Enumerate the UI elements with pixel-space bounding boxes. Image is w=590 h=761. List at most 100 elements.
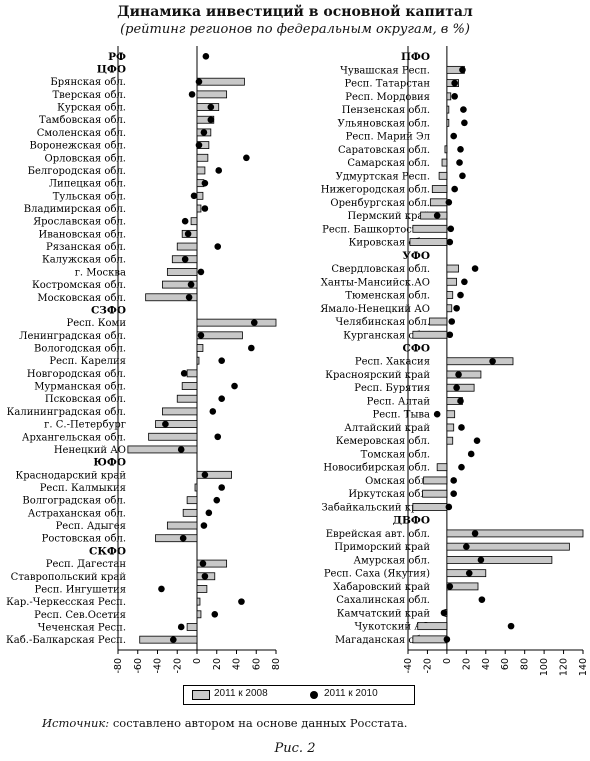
dot-2011-vs-2010 xyxy=(197,332,205,339)
x-tick-label: 20 xyxy=(212,658,223,670)
region-label: Чеченская Респ. xyxy=(38,622,126,633)
chart-legend: 2011 к 2008 2011 к 2010 xyxy=(183,685,415,705)
district-header: ЦФО xyxy=(97,64,126,76)
x-tick-label: 140 xyxy=(578,658,589,676)
dot-2011-vs-2010 xyxy=(181,217,189,225)
dot-2011-vs-2010 xyxy=(440,609,448,617)
dot-2011-vs-2010 xyxy=(471,530,479,537)
bar-2011-vs-2008 xyxy=(446,105,450,114)
dot-2011-vs-2010 xyxy=(199,560,207,567)
bar-2011-vs-2008 xyxy=(446,529,584,538)
dot-2011-vs-2010 xyxy=(243,154,250,162)
dot-2011-vs-2010 xyxy=(489,357,496,365)
dot-2011-vs-2010 xyxy=(457,146,464,153)
dot-2011-vs-2010 xyxy=(456,159,463,166)
bar-2011-vs-2008 xyxy=(196,559,228,568)
bar-2011-vs-2008 xyxy=(127,445,198,454)
region-label: Кар.-Черкесская Респ. xyxy=(6,597,126,608)
dot-2011-vs-2010 xyxy=(457,291,464,299)
dot-2011-vs-2010 xyxy=(459,66,466,74)
region-label: Респ. Бурятия xyxy=(354,383,430,394)
district-header: СЗФО xyxy=(91,304,126,316)
dot-2011-vs-2010 xyxy=(200,522,208,529)
dot-2011-vs-2010 xyxy=(162,420,169,428)
dot-2011-vs-2010 xyxy=(248,344,255,352)
region-label: Респ. Адыгея xyxy=(56,521,126,532)
region-label: Омская обл. xyxy=(365,476,430,487)
bar-2011-vs-2008 xyxy=(417,622,448,631)
dot-2011-vs-2010 xyxy=(209,408,217,415)
dot-2011-vs-2010 xyxy=(190,192,198,200)
region-label: Челябинская обл. xyxy=(335,317,430,328)
district-header: РФ xyxy=(108,51,126,63)
region-label: Тверская обл. xyxy=(53,90,127,101)
x-tick-label: 0 xyxy=(192,658,203,664)
dot-2011-vs-2010 xyxy=(453,384,460,392)
region-label: Калининградская обл. xyxy=(7,407,126,418)
dot-2011-vs-2010 xyxy=(187,281,195,288)
dot-2011-vs-2010 xyxy=(458,463,465,471)
x-tick-label: -80 xyxy=(113,658,124,674)
source-note: Источник: составлено автором на основе д… xyxy=(42,716,407,730)
legend-dot-marker xyxy=(310,691,318,699)
bar-2011-vs-2008 xyxy=(196,90,228,99)
bar-2011-vs-2008 xyxy=(428,317,448,326)
dot-2011-vs-2010 xyxy=(201,179,209,187)
bar-2011-vs-2008 xyxy=(423,476,448,485)
legend-bar-label: 2011 к 2008 xyxy=(214,688,268,699)
region-label: Каб.-Балкарская Респ. xyxy=(6,635,126,646)
region-label: Амурская обл. xyxy=(353,555,430,566)
dot-2011-vs-2010 xyxy=(195,141,203,149)
source-text: составлено автором на основе данных Росс… xyxy=(109,716,408,730)
region-label: Приморский край xyxy=(334,542,430,553)
region-label: Брянская обл. xyxy=(50,77,126,88)
region-label: Ярославская обл. xyxy=(33,217,126,228)
bar-2011-vs-2008 xyxy=(196,610,202,619)
region-label: Тамбовская обл. xyxy=(39,115,126,126)
bar-2011-vs-2008 xyxy=(431,185,448,193)
bar-2011-vs-2008 xyxy=(166,268,198,276)
bar-2011-vs-2008 xyxy=(409,238,448,246)
dot-2011-vs-2010 xyxy=(200,129,208,136)
region-label: Краснодарский край xyxy=(15,470,126,481)
region-label: г. С.-Петербург xyxy=(44,420,126,431)
region-label: Астраханская обл. xyxy=(28,508,126,519)
bar-2011-vs-2008 xyxy=(412,635,448,644)
x-tick-label: 120 xyxy=(559,658,570,676)
dot-2011-vs-2010 xyxy=(181,255,189,263)
bar-2011-vs-2008 xyxy=(176,394,198,403)
bar-2011-vs-2008 xyxy=(446,542,570,551)
region-label: Ивановская обл. xyxy=(39,229,127,240)
bar-2011-vs-2008 xyxy=(441,158,448,167)
bar-2011-vs-2008 xyxy=(422,489,448,498)
region-label: Кировская обл. xyxy=(349,238,430,249)
region-label: Ямало-Ненецкий АО xyxy=(320,304,430,315)
dot-2011-vs-2010 xyxy=(180,370,188,377)
region-label: Респ. Мордовия xyxy=(345,92,430,103)
bar-2011-vs-2008 xyxy=(420,211,448,220)
bar-2011-vs-2008 xyxy=(155,534,198,543)
bar-2011-vs-2008 xyxy=(196,331,243,340)
region-label: Респ. Татарстан xyxy=(344,79,430,90)
district-header: СФО xyxy=(403,343,430,355)
dot-2011-vs-2010 xyxy=(231,382,238,390)
district-header: УФО xyxy=(402,250,430,262)
region-label: Респ. Хакасия xyxy=(355,357,430,368)
bar-2011-vs-2008 xyxy=(162,407,198,416)
region-label: Респ. Дагестан xyxy=(46,559,127,570)
bar-2011-vs-2008 xyxy=(166,521,198,530)
region-label: Новосибирская обл. xyxy=(323,463,430,474)
dot-2011-vs-2010 xyxy=(451,185,458,193)
dot-2011-vs-2010 xyxy=(443,636,451,643)
bar-2011-vs-2008 xyxy=(446,410,456,419)
x-tick-label: 40 xyxy=(232,658,243,670)
region-label: Ненецкий АО xyxy=(54,445,126,456)
x-tick-label: -60 xyxy=(133,658,144,674)
x-tick-label: 80 xyxy=(271,658,282,670)
bar-2011-vs-2008 xyxy=(446,436,454,445)
dot-2011-vs-2010 xyxy=(201,205,209,212)
x-tick-label: 40 xyxy=(481,658,492,670)
region-label: Респ. Алтай xyxy=(367,396,431,407)
bar-2011-vs-2008 xyxy=(196,166,206,175)
x-tick-label: 80 xyxy=(520,658,531,670)
